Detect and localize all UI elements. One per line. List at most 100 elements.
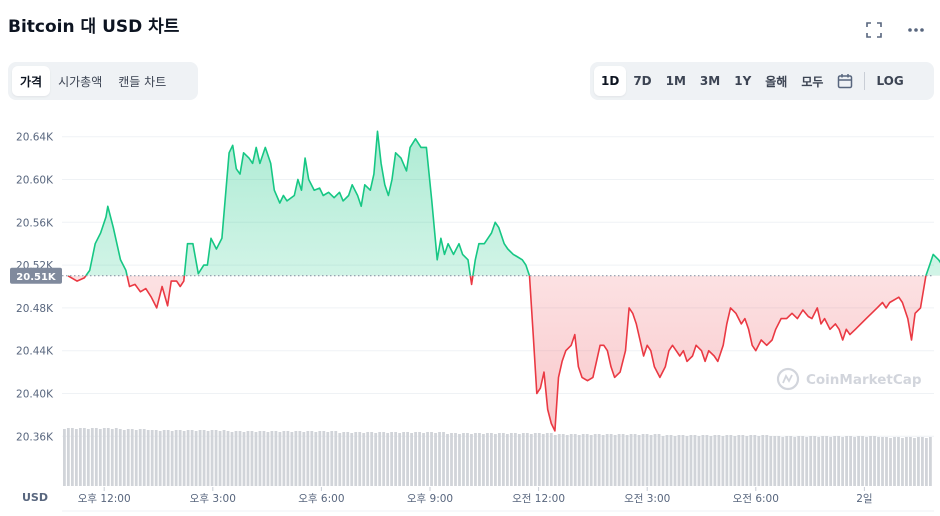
range-7d[interactable]: 7D bbox=[633, 74, 652, 88]
volume-bar bbox=[166, 430, 170, 486]
volume-bar bbox=[126, 429, 130, 486]
volume-bar bbox=[889, 438, 892, 486]
log-scale-toggle[interactable]: LOG bbox=[876, 74, 904, 88]
fullscreen-icon[interactable] bbox=[864, 20, 884, 40]
volume-bar bbox=[533, 433, 537, 486]
volume-bar bbox=[250, 431, 254, 486]
volume-bar bbox=[122, 430, 126, 486]
volume-bar bbox=[593, 434, 597, 486]
volume-bar bbox=[597, 434, 601, 486]
volume-bar bbox=[913, 438, 916, 486]
volume-bar bbox=[857, 436, 860, 486]
volume-bar bbox=[781, 437, 785, 486]
tab-price[interactable]: 가격 bbox=[12, 66, 51, 96]
volume-bar bbox=[154, 430, 158, 486]
volume-bar bbox=[106, 428, 110, 486]
volume-bar bbox=[673, 436, 677, 486]
volume-bar bbox=[685, 436, 689, 486]
page-title: Bitcoin 대 USD 차트 bbox=[8, 17, 180, 37]
volume-bar bbox=[230, 432, 234, 486]
tab-market-cap[interactable]: 시가총액 bbox=[58, 74, 103, 89]
price-line-up bbox=[68, 130, 940, 276]
volume-bar bbox=[545, 433, 549, 486]
volume-bar bbox=[298, 431, 302, 486]
volume-bar bbox=[549, 433, 553, 486]
volume-bar bbox=[841, 437, 845, 486]
volume-bar bbox=[797, 436, 801, 486]
volume-bar bbox=[581, 434, 585, 486]
volume-bar bbox=[725, 435, 729, 486]
view-tabs: 가격 시가총액 캔들 차트 bbox=[8, 62, 198, 100]
x-tick-label: 오후 12:00 bbox=[78, 493, 131, 505]
more-horizontal-icon[interactable] bbox=[906, 20, 926, 40]
volume-bar bbox=[749, 435, 753, 486]
volume-bar bbox=[350, 433, 354, 486]
range-all[interactable]: 모두 bbox=[801, 74, 824, 89]
volume-bar bbox=[733, 436, 737, 486]
volume-bar bbox=[490, 433, 493, 486]
range-1m[interactable]: 1M bbox=[665, 74, 686, 88]
volume-bar bbox=[853, 437, 856, 486]
volume-bar bbox=[793, 437, 797, 486]
volume-bar bbox=[513, 433, 517, 486]
volume-bar bbox=[817, 437, 821, 486]
range-1y[interactable]: 1Y bbox=[734, 74, 752, 88]
volume-bar bbox=[242, 432, 246, 486]
volume-bar bbox=[789, 436, 793, 486]
volume-bar bbox=[482, 434, 485, 486]
volume-bar bbox=[190, 430, 194, 486]
y-tick-label: 20.56K bbox=[16, 217, 54, 229]
volume-bar bbox=[362, 433, 366, 486]
volume-bar bbox=[366, 432, 370, 486]
volume-bar bbox=[677, 435, 681, 486]
volume-bar bbox=[150, 430, 154, 486]
calendar-icon[interactable] bbox=[830, 66, 860, 96]
watermark-text: CoinMarketCap bbox=[806, 372, 922, 388]
volume-bar bbox=[721, 436, 725, 486]
price-line-down bbox=[67, 275, 927, 432]
range-1d[interactable]: 1D bbox=[594, 66, 627, 96]
volume-bar bbox=[557, 434, 561, 486]
volume-bar bbox=[266, 432, 270, 486]
volume-bar bbox=[434, 433, 437, 486]
volume-bar bbox=[589, 435, 593, 486]
volume-bar bbox=[426, 432, 429, 486]
volume-bar bbox=[198, 430, 202, 486]
volume-bar bbox=[693, 435, 697, 486]
volume-bar bbox=[78, 428, 82, 486]
volume-bar bbox=[142, 429, 146, 486]
volume-bar bbox=[925, 438, 928, 486]
volume-bar bbox=[422, 433, 425, 486]
range-3m[interactable]: 3M bbox=[699, 74, 721, 88]
price-area-down bbox=[68, 275, 940, 431]
volume-bar bbox=[462, 433, 465, 486]
volume-bar bbox=[90, 428, 94, 486]
volume-bar bbox=[370, 432, 374, 486]
volume-bar bbox=[114, 428, 118, 486]
volume-bar bbox=[442, 432, 445, 486]
y-tick-label: 20.48K bbox=[16, 303, 54, 315]
volume-bar bbox=[617, 434, 621, 486]
volume-bar bbox=[94, 428, 98, 486]
volume-bar bbox=[873, 436, 876, 486]
volume-bar bbox=[310, 431, 314, 486]
volume-bar bbox=[777, 436, 781, 486]
tab-divider bbox=[864, 72, 866, 90]
volume-bar bbox=[98, 429, 102, 486]
volume-bar bbox=[342, 432, 346, 486]
tab-candle-chart[interactable]: 캔들 차트 bbox=[118, 74, 167, 89]
volume-bar bbox=[314, 432, 318, 486]
volume-bar bbox=[318, 431, 322, 486]
volume-bar bbox=[585, 434, 589, 486]
volume-bar bbox=[258, 431, 262, 486]
volume-bar bbox=[529, 434, 533, 486]
volume-bar bbox=[901, 438, 904, 486]
volume-bar bbox=[709, 436, 713, 486]
volume-bar bbox=[705, 435, 709, 486]
volume-bar bbox=[162, 430, 166, 486]
volume-bar bbox=[785, 436, 789, 486]
volume-bar bbox=[63, 429, 66, 486]
range-ytd[interactable]: 올해 bbox=[765, 74, 788, 89]
volume-bar bbox=[182, 431, 186, 486]
